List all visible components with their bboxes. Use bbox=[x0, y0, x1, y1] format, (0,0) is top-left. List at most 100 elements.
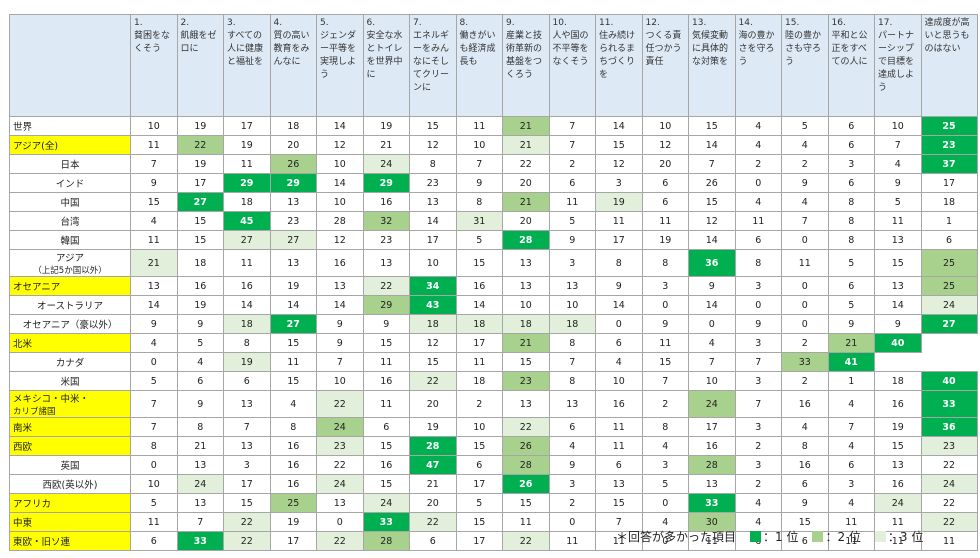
data-cell: 16 bbox=[176, 276, 224, 296]
data-cell: 11 bbox=[595, 417, 643, 437]
data-cell: 17 bbox=[595, 230, 643, 250]
data-cell: 0 bbox=[688, 314, 736, 334]
data-cell: 11 bbox=[223, 154, 271, 174]
table-row: 米国 5 6 6 15 10 16 22 18 23 8 10 7 10 3 2 1 18 40 bbox=[9, 371, 978, 391]
data-cell: 3 bbox=[548, 249, 596, 277]
data-cell: 18 bbox=[269, 116, 317, 136]
data-cell: 23 bbox=[502, 371, 550, 391]
data-cell: 5 bbox=[827, 295, 875, 315]
data-cell: 4 bbox=[734, 192, 782, 212]
data-cell: 19 bbox=[269, 276, 317, 296]
data-cell: 13 bbox=[316, 493, 364, 513]
data-cell: 4 bbox=[688, 333, 736, 353]
data-cell: 17 bbox=[920, 173, 978, 193]
data-cell: 43 bbox=[409, 295, 457, 315]
data-cell: 1 bbox=[920, 211, 978, 231]
table-row: メキシコ・中米・ カリブ諸国 7 9 13 4 22 11 20 2 13 13 16 2 24 7 16 4 16… bbox=[9, 390, 978, 418]
data-cell: 10 bbox=[502, 295, 550, 315]
data-cell: 19 bbox=[362, 116, 410, 136]
data-cell: 37 bbox=[920, 154, 978, 174]
data-cell: 16 bbox=[316, 249, 364, 277]
data-cell: 11 bbox=[688, 531, 736, 551]
table-row: オーストラリア 14 19 14 14 14 29 43 14 10 10 14 0 14 0 0 5 14 24 bbox=[9, 295, 978, 315]
data-cell: 7 bbox=[130, 154, 178, 174]
row-label: 中国 bbox=[9, 192, 131, 212]
data-cell: 12 bbox=[409, 135, 457, 155]
data-cell: 16 bbox=[362, 455, 410, 475]
data-cell: 15 bbox=[409, 352, 457, 372]
data-cell: 27 bbox=[223, 230, 271, 250]
row-label: 西欧(英以外) bbox=[9, 474, 131, 494]
table-row: インド 9 17 29 29 14 29 23 9 20 6 3 6 26 0 9 6 9 17 bbox=[9, 173, 978, 193]
data-cell: 13 bbox=[130, 276, 178, 296]
data-cell: 9 bbox=[316, 333, 364, 353]
data-cell: 8 bbox=[548, 333, 596, 353]
data-cell: 14 bbox=[409, 211, 457, 231]
data-cell: 16 bbox=[781, 455, 829, 475]
data-cell: 6 bbox=[734, 230, 782, 250]
data-cell: 18 bbox=[223, 192, 271, 212]
sdgs-table: 1. 貧困をなくそう 2. 飢餓をゼロに 3. すべての人に健康と福祉を 4. 質の高… bbox=[9, 14, 978, 551]
data-cell: 10 bbox=[130, 116, 178, 136]
data-cell: 10 bbox=[130, 474, 178, 494]
data-cell: 5 bbox=[455, 493, 503, 513]
data-cell: 7 bbox=[176, 512, 224, 532]
table-row: 世界 10 19 17 18 14 19 15 11 21 7 14 10 15 4 5 6 10 25 bbox=[9, 116, 978, 136]
data-cell: 18 bbox=[223, 314, 271, 334]
data-cell: 14 bbox=[223, 295, 271, 315]
data-cell: 22 bbox=[409, 371, 457, 391]
data-cell: 6 bbox=[827, 135, 875, 155]
data-cell: 13 bbox=[316, 276, 364, 296]
data-cell: 2 bbox=[455, 390, 503, 418]
row-label: 日本 bbox=[9, 154, 131, 174]
data-cell: 2 bbox=[781, 333, 829, 353]
data-cell: 6 bbox=[827, 173, 875, 193]
data-cell: 18 bbox=[502, 314, 550, 334]
data-cell: 8 bbox=[641, 417, 689, 437]
data-cell: 21 bbox=[502, 192, 550, 212]
data-cell: 2 bbox=[548, 154, 596, 174]
data-cell: 4 bbox=[827, 390, 875, 418]
data-cell: 16 bbox=[269, 455, 317, 475]
data-cell: 4 bbox=[734, 493, 782, 513]
data-cell: 14 bbox=[688, 295, 736, 315]
data-cell: 28 bbox=[502, 230, 550, 250]
data-cell: 13 bbox=[595, 474, 643, 494]
data-cell: 22 bbox=[920, 512, 978, 532]
data-cell: 14 bbox=[269, 295, 317, 315]
data-cell: 25 bbox=[269, 493, 317, 513]
data-cell: 0 bbox=[130, 455, 178, 475]
data-cell: 4 bbox=[734, 116, 782, 136]
data-cell: 45 bbox=[223, 211, 271, 231]
data-cell: 22 bbox=[316, 455, 364, 475]
data-cell: 10 bbox=[641, 116, 689, 136]
data-cell: 18 bbox=[548, 314, 596, 334]
data-cell: 13 bbox=[874, 230, 922, 250]
row-label-subtext: （上記5か国以外） bbox=[33, 266, 107, 276]
row-label: 米国 bbox=[9, 371, 131, 391]
row-label-text: 中東 bbox=[13, 518, 33, 529]
data-cell: 17 bbox=[223, 474, 271, 494]
data-cell: 23 bbox=[409, 173, 457, 193]
data-cell: 6 bbox=[781, 474, 829, 494]
data-cell: 15 bbox=[595, 135, 643, 155]
data-cell: 6 bbox=[595, 455, 643, 475]
data-cell: 5 bbox=[641, 474, 689, 494]
data-cell: 15 bbox=[688, 116, 736, 136]
data-cell: 23 bbox=[269, 211, 317, 231]
data-cell: 11 bbox=[362, 352, 410, 372]
data-cell: 33 bbox=[362, 512, 410, 532]
row-label-text: 西欧 bbox=[13, 442, 33, 453]
data-cell: 1 bbox=[827, 371, 875, 391]
data-cell: 24 bbox=[362, 154, 410, 174]
data-cell: 18 bbox=[409, 314, 457, 334]
data-cell: 22 bbox=[409, 512, 457, 532]
data-cell: 15 bbox=[269, 371, 317, 391]
data-cell: 6 bbox=[827, 116, 875, 136]
data-cell: 10 bbox=[316, 192, 364, 212]
data-cell: 13 bbox=[874, 276, 922, 296]
data-cell: 11 bbox=[455, 352, 503, 372]
data-cell: 11 bbox=[130, 135, 178, 155]
data-cell: 5 bbox=[130, 493, 178, 513]
data-cell: 15 bbox=[455, 512, 503, 532]
